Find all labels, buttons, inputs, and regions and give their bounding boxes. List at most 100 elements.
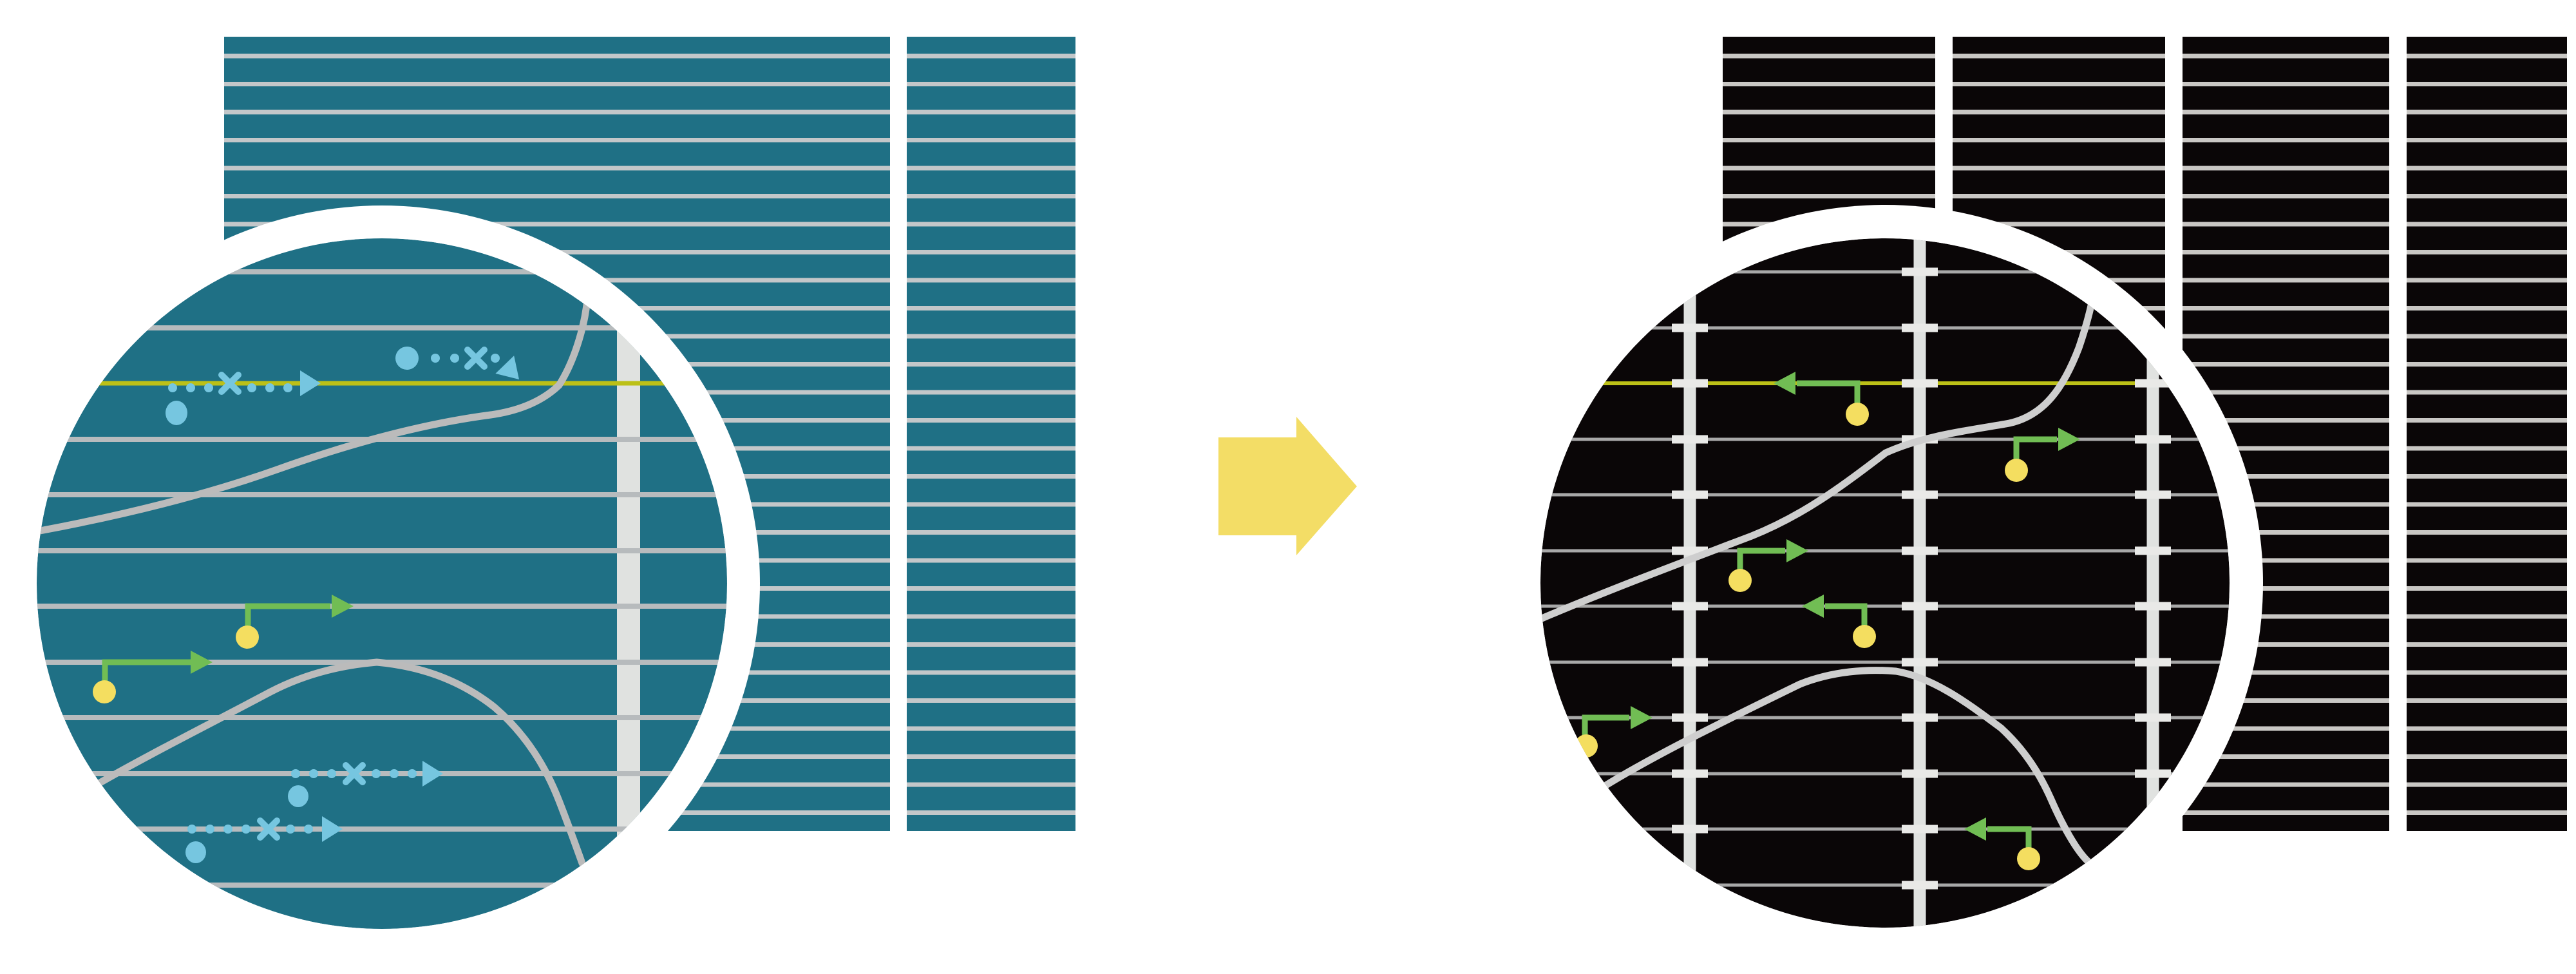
finger-line: [224, 53, 890, 59]
carrier-arrow: [1802, 595, 1876, 648]
finger-line: [2407, 558, 2567, 563]
solder-pad: [1672, 602, 1708, 611]
finger-line: [907, 446, 1075, 451]
solder-pad: [1672, 323, 1708, 332]
grain-boundary-line: [1540, 276, 2099, 622]
solder-pad: [1902, 267, 1938, 276]
finger-line: [2183, 306, 2389, 310]
trail-dot: [390, 769, 399, 778]
finger-line: [907, 362, 1075, 367]
trail-dot: [491, 354, 500, 363]
electron-dot: [288, 785, 308, 807]
finger-line: [907, 614, 1075, 619]
finger-line: [37, 492, 727, 497]
solder-pad: [1672, 713, 1708, 722]
finger-line: [907, 642, 1075, 647]
finger-line: [2407, 222, 2567, 227]
trail-dot: [187, 825, 196, 834]
busbar: [617, 238, 640, 929]
finger-line: [2407, 754, 2567, 759]
finger-line: [907, 82, 1075, 86]
finger-line: [2183, 250, 2389, 254]
finger-line: [2407, 390, 2567, 395]
carrier-arrowhead-icon: [1631, 706, 1653, 729]
finger-line: [1953, 194, 2165, 198]
electron-trail: [166, 370, 321, 425]
solder-pad: [1902, 490, 1938, 499]
trail-dot: [327, 769, 336, 778]
carrier-arrowhead-icon: [1786, 539, 1808, 562]
busbar: [2146, 238, 2159, 928]
finger-line: [1540, 270, 2230, 274]
trail-dot: [247, 383, 256, 392]
finger-line: [2407, 250, 2567, 254]
finger-line: [2407, 166, 2567, 171]
finger-line: [2183, 502, 2389, 507]
finger-line: [37, 715, 727, 720]
finger-line: [2407, 334, 2567, 339]
finger-line: [2183, 166, 2389, 171]
finger-line: [224, 138, 890, 142]
finger-line: [2407, 418, 2567, 423]
finger-line: [907, 166, 1075, 171]
grain-boundary-line: [93, 658, 586, 867]
electron-dot: [166, 401, 187, 425]
solder-pad: [1672, 658, 1708, 667]
solder-pad: [1902, 602, 1938, 611]
solder-pad: [1672, 379, 1708, 388]
solder-pad: [1902, 546, 1938, 555]
solder-pad: [1902, 769, 1938, 778]
carrier-arrow: [236, 595, 354, 649]
lens-left-disc: [37, 238, 727, 929]
finger-line: [1540, 716, 2230, 720]
electron-dot: [185, 841, 206, 863]
finger-line: [907, 53, 1075, 59]
finger-line: [1723, 82, 1935, 86]
finger-line: [37, 826, 727, 832]
solder-pad: [2135, 379, 2171, 388]
carrier-dot: [1728, 569, 1752, 592]
lens-left-content: [37, 238, 727, 929]
solder-pad: [1902, 881, 1938, 890]
lens-right-disc: [1540, 238, 2230, 928]
finger-line: [2407, 82, 2567, 86]
arrow-right-icon: [1218, 417, 1357, 555]
finger-line: [907, 698, 1075, 703]
finger-line: [2183, 642, 2389, 647]
finger-line: [2183, 810, 2389, 815]
carrier-arrowhead-icon: [332, 595, 354, 618]
carrier-arrow: [1964, 817, 2040, 870]
finger-line: [1723, 166, 1935, 171]
finger-line: [907, 222, 1075, 227]
finger-line: [2407, 614, 2567, 619]
finger-line: [2407, 362, 2567, 367]
solder-pad: [2135, 490, 2171, 499]
recombination-x-icon: [218, 372, 242, 395]
solder-pad: [2135, 435, 2171, 444]
finger-line: [2183, 530, 2389, 535]
finger-line: [2183, 418, 2389, 423]
busbar: [1913, 238, 1926, 928]
carrier-arrowhead-icon: [1774, 372, 1795, 395]
electron-trail: [395, 347, 519, 379]
finger-line: [907, 278, 1075, 283]
lens-left: [4, 205, 760, 962]
solder-pad: [1672, 825, 1708, 834]
finger-line: [2407, 306, 2567, 310]
electron-trail: [288, 761, 443, 807]
trail-arrowhead-icon: [300, 370, 321, 396]
solder-pad: [2135, 769, 2171, 778]
trail-dot: [223, 825, 232, 834]
finger-line: [2183, 110, 2389, 115]
finger-line: [2183, 698, 2389, 703]
trail-dot: [168, 383, 177, 392]
finger-line: [1723, 110, 1935, 115]
finger-line: [907, 558, 1075, 563]
finger-line: [37, 883, 727, 888]
trail-dot: [372, 769, 381, 778]
solder-pad: [1672, 435, 1708, 444]
finger-line: [1540, 326, 2230, 330]
lens-right-content: [1540, 238, 2230, 928]
left-cell-panel-2: [907, 37, 1075, 831]
finger-line: [2183, 446, 2389, 451]
